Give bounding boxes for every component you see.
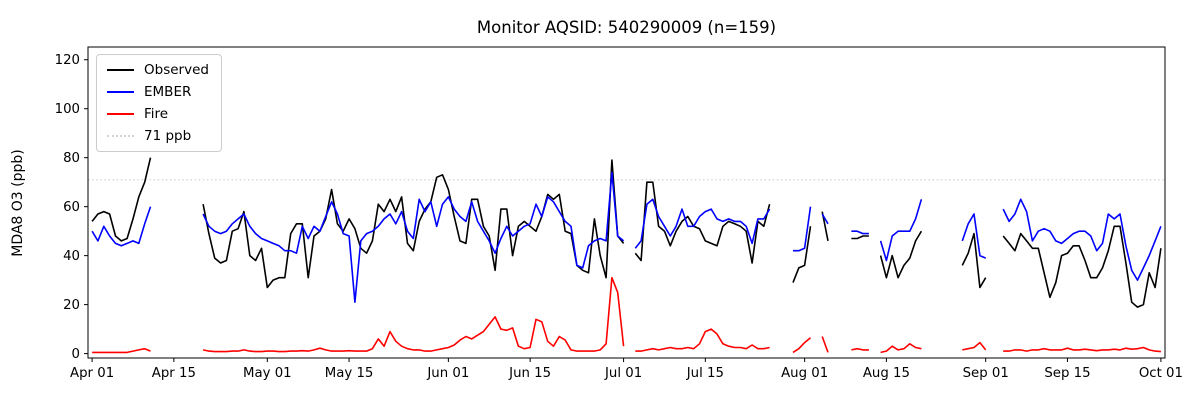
legend: Observed EMBER Fire 71 ppb	[96, 54, 222, 152]
ember-line-swatch	[107, 91, 134, 93]
y-tick-label: 20	[63, 298, 80, 313]
x-tick-label: Aug 01	[781, 366, 828, 381]
legend-item-observed: Observed	[107, 62, 209, 78]
y-tick-label: 0	[72, 347, 80, 362]
x-tick-label: Sep 15	[1044, 366, 1090, 381]
threshold-line-swatch	[107, 135, 134, 137]
chart-title: Monitor AQSID: 540290009 (n=159)	[476, 18, 777, 37]
x-tick-label: Jul 01	[604, 366, 642, 381]
y-tick-label: 60	[63, 200, 80, 215]
x-tick-label: Jul 15	[686, 366, 724, 381]
y-tick-label: 80	[63, 151, 80, 166]
x-tick-label: Aug 15	[863, 366, 910, 381]
x-tick-label: Sep 01	[963, 366, 1009, 381]
ember-series-line	[91, 171, 1162, 303]
legend-label: EMBER	[144, 84, 192, 100]
y-tick-label: 120	[55, 53, 80, 68]
x-tick-label: May 01	[243, 366, 292, 381]
observed-line-swatch	[107, 69, 134, 71]
fire-line-swatch	[107, 113, 134, 115]
legend-label: Observed	[144, 62, 209, 78]
x-tick-label: May 15	[325, 366, 374, 381]
plot-frame	[87, 46, 1166, 359]
legend-item-ember: EMBER	[107, 84, 209, 100]
legend-label: Fire	[144, 106, 169, 122]
legend-item-threshold: 71 ppb	[107, 128, 209, 144]
x-tick-label: Oct 01	[1139, 366, 1183, 381]
y-tick-label: 40	[63, 249, 80, 264]
y-tick-label: 100	[55, 102, 80, 117]
x-tick-label: Jun 15	[508, 366, 551, 381]
legend-item-fire: Fire	[107, 106, 209, 122]
fire-series-line	[92, 276, 1161, 354]
observed-series-line	[91, 157, 1162, 308]
x-tick-label: Apr 15	[152, 366, 196, 381]
legend-label: 71 ppb	[144, 128, 192, 144]
x-tick-label: Jun 01	[426, 366, 469, 381]
x-tick-label: Apr 01	[70, 366, 114, 381]
